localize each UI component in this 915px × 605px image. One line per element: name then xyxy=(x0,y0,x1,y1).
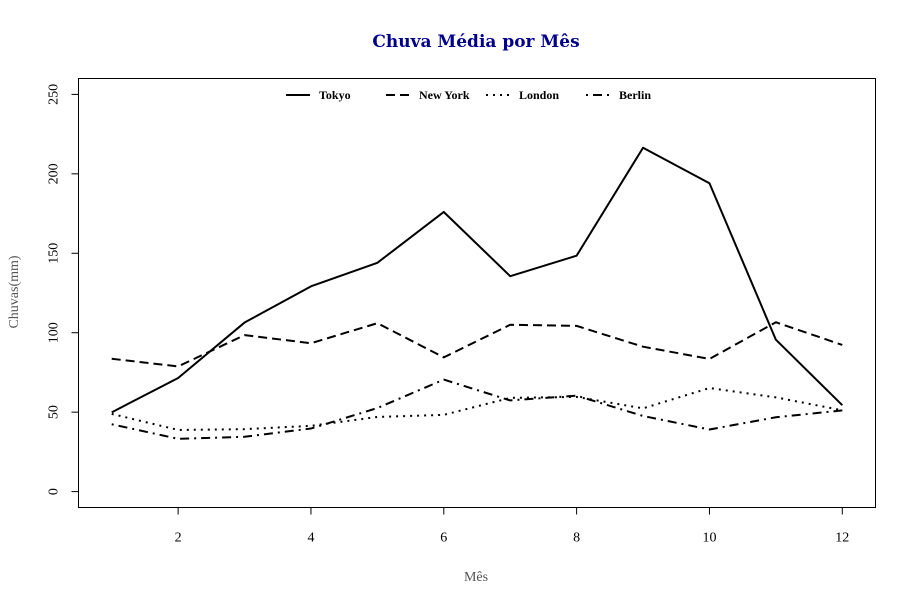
y-tick-label: 50 xyxy=(47,405,62,419)
legend-label: New York xyxy=(419,88,470,102)
x-tick-label: 6 xyxy=(440,531,447,546)
series-line-london xyxy=(111,387,843,431)
x-tick-label: 4 xyxy=(307,531,314,546)
y-tick-label: 200 xyxy=(47,163,62,184)
x-tick-label: 12 xyxy=(835,531,849,546)
x-tick-label: 10 xyxy=(702,531,716,546)
series-lines xyxy=(111,146,843,440)
series-line-new-york xyxy=(111,321,843,368)
legend-label: Berlin xyxy=(619,88,651,102)
series-line-berlin xyxy=(111,378,843,440)
y-tick-label: 100 xyxy=(47,322,62,343)
chart-title: Chuva Média por Mês xyxy=(372,32,579,52)
y-tick-label: 150 xyxy=(47,243,62,264)
y-tick-label: 0 xyxy=(47,488,62,495)
x-tick-label: 8 xyxy=(573,531,580,546)
y-axis: 0 50 100 150 200 250 xyxy=(47,84,79,495)
x-axis-title: Mês xyxy=(464,570,488,585)
legend-label: Tokyo xyxy=(319,88,351,102)
x-tick-label: 2 xyxy=(175,531,182,546)
y-axis-title: Chuvas(mm) xyxy=(7,255,22,328)
legend-label: London xyxy=(519,88,559,102)
x-axis: 2 4 6 8 10 12 xyxy=(175,507,849,546)
series-line-tokyo xyxy=(111,146,843,414)
legend: Tokyo New York London Berlin xyxy=(286,88,651,102)
y-tick-label: 250 xyxy=(47,84,62,105)
